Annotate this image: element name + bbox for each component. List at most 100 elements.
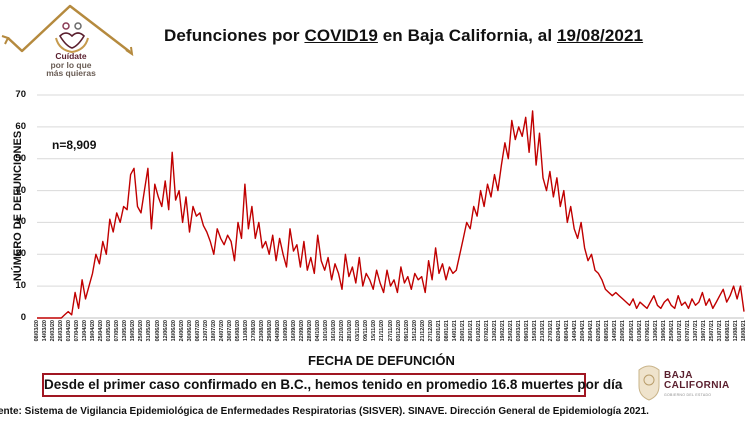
x-tick-label: 21/12/20 bbox=[419, 320, 426, 342]
x-tick-label: 21/03/21 bbox=[540, 320, 547, 342]
x-tick-label: 01/02/21 bbox=[475, 320, 482, 342]
y-tick-label: 60 bbox=[15, 120, 26, 132]
x-tick-label: 15/12/20 bbox=[411, 320, 418, 342]
x-tick-label: 25/05/20 bbox=[138, 320, 145, 342]
x-tick-label: 10/10/20 bbox=[323, 320, 330, 342]
average-deaths-note: Desde el primer caso confirmado en B.C.,… bbox=[42, 373, 622, 397]
x-tick-label: 31/07/21 bbox=[716, 320, 723, 342]
state-line2: CALIFORNIA bbox=[664, 380, 730, 391]
x-tick-label: 02/01/21 bbox=[435, 320, 442, 342]
x-tick-label: 26/04/21 bbox=[588, 320, 595, 342]
x-tick-label: 18/07/20 bbox=[210, 320, 217, 342]
x-tick-label: 18/08/21 bbox=[741, 320, 747, 342]
cuidate-logo: Cuídate por lo que más quieras bbox=[0, 0, 140, 80]
x-tick-label: 24/07/20 bbox=[218, 320, 225, 342]
y-tick-label: 70 bbox=[15, 89, 26, 100]
x-tick-label: 25/02/21 bbox=[508, 320, 514, 342]
logo-line1: Cuídate bbox=[55, 51, 87, 61]
title-middle: en Baja California, al bbox=[377, 26, 557, 45]
x-tick-label: 25/04/20 bbox=[98, 320, 105, 342]
x-tick-label: 30/06/20 bbox=[186, 320, 193, 342]
x-tick-label: 04/09/20 bbox=[275, 320, 282, 342]
x-tick-label: 13/06/21 bbox=[652, 320, 659, 342]
y-tick-label: 40 bbox=[15, 184, 26, 196]
x-tick-label: 07/02/21 bbox=[483, 320, 490, 342]
x-tick-label: 30/07/20 bbox=[226, 320, 233, 342]
x-tick-label: 14/01/21 bbox=[451, 320, 458, 342]
x-tick-label: 26/03/20 bbox=[58, 320, 65, 342]
x-tick-label: 13/02/21 bbox=[491, 320, 498, 342]
x-tick-label: 09/12/20 bbox=[403, 320, 410, 342]
x-tick-label: 14/04/21 bbox=[572, 320, 579, 342]
logo-line2: por lo que bbox=[50, 59, 92, 70]
x-tick-label: 19/02/21 bbox=[499, 320, 506, 342]
x-tick-label: 09/03/21 bbox=[524, 320, 531, 342]
x-tick-label: 03/11/20 bbox=[355, 320, 362, 342]
x-tick-label: 13/05/20 bbox=[122, 320, 129, 342]
x-tick-label: 15/03/21 bbox=[532, 320, 539, 342]
total-count-annotation: n=8,909 bbox=[52, 138, 97, 152]
x-tick-label: 11/08/20 bbox=[242, 320, 249, 342]
x-tick-label: 24/06/20 bbox=[178, 320, 185, 342]
x-tick-label: 29/08/20 bbox=[266, 320, 273, 342]
x-tick-label: 20/03/20 bbox=[50, 320, 57, 342]
x-tick-label: 07/06/21 bbox=[644, 320, 651, 342]
x-tick-label: 20/05/21 bbox=[620, 320, 627, 342]
x-tick-label: 08/03/20 bbox=[34, 320, 40, 342]
x-tick-label: 31/05/20 bbox=[146, 320, 153, 342]
x-tick-label: 27/12/20 bbox=[427, 320, 434, 342]
x-tick-label: 14/05/21 bbox=[612, 320, 619, 342]
deaths-series-line bbox=[37, 110, 745, 319]
x-tick-label: 17/08/20 bbox=[250, 320, 257, 342]
x-tick-label: 12/06/20 bbox=[162, 320, 169, 342]
x-tick-label: 02/04/21 bbox=[556, 320, 563, 342]
x-tick-label: 12/08/21 bbox=[732, 320, 739, 342]
x-tick-label: 09/11/20 bbox=[363, 320, 370, 342]
x-tick-label: 08/05/21 bbox=[604, 320, 611, 342]
state-subtitle: GOBIERNO DEL ESTADO bbox=[664, 393, 712, 397]
title-prefix: Defunciones por bbox=[164, 26, 305, 45]
line-chart bbox=[37, 94, 745, 319]
x-tick-label: 06/08/21 bbox=[724, 320, 731, 342]
x-tick-label: 03/03/21 bbox=[516, 320, 523, 342]
x-tick-label: 21/11/20 bbox=[379, 320, 386, 342]
x-tick-label: 19/05/20 bbox=[130, 320, 137, 342]
x-tick-label: 07/04/20 bbox=[74, 320, 81, 342]
x-tick-label: 22/09/20 bbox=[299, 320, 306, 342]
x-tick-label: 20/04/21 bbox=[580, 320, 587, 342]
x-tick-label: 15/11/20 bbox=[371, 320, 378, 342]
x-tick-label: 16/09/20 bbox=[291, 320, 298, 342]
house-roof-icon bbox=[1, 4, 134, 57]
x-tick-label: 22/10/20 bbox=[339, 320, 346, 342]
x-tick-label: 07/05/20 bbox=[114, 320, 121, 342]
logo-line3: más quieras bbox=[46, 68, 96, 78]
x-tick-label: 03/12/20 bbox=[395, 320, 402, 342]
x-tick-label: 12/07/20 bbox=[202, 320, 209, 342]
baja-california-logo bbox=[636, 364, 746, 404]
state-line1: BAJA bbox=[664, 370, 693, 381]
state-shield-icon bbox=[638, 365, 660, 401]
x-tick-label: 27/03/21 bbox=[548, 320, 555, 342]
x-tick-label: 19/07/21 bbox=[700, 320, 707, 342]
y-tick-label: 0 bbox=[20, 312, 26, 323]
x-tick-label: 27/11/20 bbox=[387, 320, 394, 342]
x-tick-label: 19/04/20 bbox=[90, 320, 97, 342]
x-tick-label: 18/06/20 bbox=[170, 320, 177, 342]
title-date: 19/08/2021 bbox=[556, 26, 644, 45]
x-tick-label: 16/10/20 bbox=[331, 320, 338, 342]
x-tick-label: 08/01/21 bbox=[443, 320, 450, 342]
y-tick-label: 50 bbox=[15, 152, 26, 164]
x-tick-label: 28/09/20 bbox=[307, 320, 314, 342]
x-tick-label: 06/06/20 bbox=[154, 320, 161, 342]
title-covid: COVID19 bbox=[304, 26, 378, 45]
x-tick-label: 04/10/20 bbox=[315, 320, 322, 342]
source-citation: ente: Sistema de Vigilancia Epidemiológi… bbox=[0, 406, 649, 417]
x-tick-label: 26/01/21 bbox=[467, 320, 474, 342]
x-tick-label: 07/07/21 bbox=[684, 320, 691, 342]
y-tick-label: 20 bbox=[15, 248, 26, 260]
state-name: BAJA CALIFORNIA bbox=[664, 371, 730, 391]
x-tick-label: 10/09/20 bbox=[283, 320, 290, 342]
chart-title: Defunciones por COVID19 en Baja Californ… bbox=[164, 26, 643, 46]
x-tick-label: 13/04/20 bbox=[82, 320, 89, 342]
x-tick-label: 28/10/20 bbox=[347, 320, 354, 342]
